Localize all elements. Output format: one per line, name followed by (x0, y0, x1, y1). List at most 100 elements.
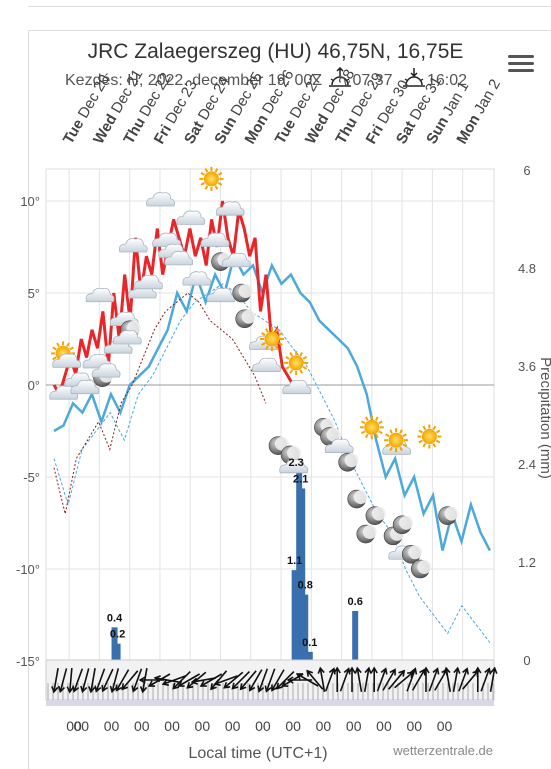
temp-tick-label: 5° (28, 286, 40, 301)
precip-tick-label: 4.8 (518, 261, 536, 276)
sunrise-icon (327, 66, 353, 87)
wind-arrow (186, 671, 207, 689)
temperature-axis: 10° 5° 0° -5° -10° -15° (16, 194, 40, 669)
precip-tick-label: 3.6 (518, 359, 536, 374)
wind-arrow (172, 670, 191, 690)
wind-arrow (443, 666, 452, 692)
wind-arrow (295, 673, 319, 687)
sun-icon (259, 327, 284, 351)
hour-tick-label: 00 (376, 718, 392, 734)
cloud-icon (200, 232, 230, 247)
wind-arrow (231, 670, 251, 690)
wind-arrow (348, 666, 356, 692)
wind-arrow (101, 668, 114, 693)
sun-icon (284, 350, 309, 375)
wind-arrow (354, 666, 363, 692)
cloud-icon (112, 330, 142, 345)
precip-value-label: 0.8 (298, 580, 313, 592)
cloud-icon (152, 232, 181, 247)
precip-tick-label: 0 (523, 653, 530, 668)
wind-arrow (376, 667, 388, 692)
cloud-icon (279, 458, 309, 474)
wind-arrow (177, 673, 200, 687)
hour-tick-label: 00 (437, 718, 453, 734)
hour-tick-label: 00 (285, 718, 301, 734)
precip-axis-label: Precipitation (mm) (537, 357, 551, 479)
wind-arrow (257, 668, 269, 693)
dewpoint-line (53, 292, 267, 514)
cloud-icon (182, 271, 212, 286)
cloud-icon (324, 438, 354, 453)
cloud-icon (70, 379, 100, 395)
cloud-icon (91, 363, 121, 378)
hamburger-menu-icon[interactable] (508, 55, 534, 75)
cloud-icon (221, 252, 251, 268)
cloud-icon (164, 251, 194, 266)
wind-arrow (428, 667, 440, 692)
wind-arrow (51, 668, 59, 694)
wind-arrow (121, 670, 139, 691)
wind-arrow (131, 668, 143, 693)
moon-icon (410, 559, 432, 579)
precipitation-bars (111, 472, 359, 660)
cloud-icon (118, 238, 148, 253)
sun-icon (199, 166, 224, 191)
hour-tick-label: 00 (255, 718, 271, 734)
precip-bar (302, 594, 309, 660)
wind-arrow (388, 669, 406, 690)
wind-arrow (306, 669, 324, 690)
wind-arrow (406, 667, 418, 692)
wind-arrow (248, 669, 263, 692)
cloud-icon (176, 210, 206, 225)
sun-icon (359, 415, 384, 440)
wind-arrow (80, 668, 90, 694)
precip-bar (291, 570, 298, 660)
moon-icon (401, 544, 423, 564)
cloud-icon (282, 379, 312, 395)
sun-icon (384, 428, 409, 453)
precip-value-label: 0.4 (107, 612, 123, 624)
wind-arrow (422, 666, 430, 692)
cloud-icon (252, 357, 281, 373)
wind-arrow (333, 666, 341, 692)
moon-icon (392, 515, 414, 535)
wind-arrow (239, 670, 257, 691)
precip-value-label: 0.1 (302, 637, 317, 649)
wind-arrow (223, 671, 244, 689)
wind-arrow (489, 666, 498, 692)
wind-arrow (394, 671, 415, 689)
wind-arrow (72, 668, 84, 693)
wind-arrow (88, 668, 96, 694)
page-title: JRC Zalaegerszeg (HU) 46,75N, 16,75E (87, 40, 464, 63)
hour-tick-label: 00 (195, 718, 211, 734)
temp-tick-label: 0° (28, 378, 40, 393)
hour-tick-label: 00 (164, 718, 180, 734)
credit-text: wetterzentrale.de (392, 743, 493, 758)
precip-tick-label: 6 (523, 163, 530, 178)
temp-min-line (53, 252, 492, 552)
precip-value-label: 0.2 (110, 629, 125, 641)
hour-tick-label: 00 (134, 718, 150, 734)
precip-value-label: 2.3 (289, 457, 304, 469)
cloud-icon (134, 274, 163, 290)
temp-tick-label: -5° (23, 470, 40, 485)
wind-arrow (275, 670, 295, 690)
start-time-text: Kezdés: H, 2022. december 19. 00Z (65, 72, 323, 89)
precip-bar (114, 643, 121, 660)
wind-arrow (115, 669, 130, 692)
hour-tick-label: 00 (346, 718, 362, 734)
temp-tick-label: -10° (16, 562, 40, 577)
moon-icon (356, 524, 377, 544)
wind-arrow (382, 668, 396, 691)
hour-tick-label: 00 (104, 718, 120, 734)
temp-tick-label: -15° (16, 654, 40, 669)
wind-arrow (213, 675, 238, 686)
wind-arrow (57, 668, 68, 694)
moon-icon (365, 506, 386, 525)
precip-bar (296, 472, 303, 660)
hour-tick-label: 00 (316, 718, 332, 734)
wind-arrow (452, 666, 461, 692)
wind-arrow (94, 668, 106, 693)
